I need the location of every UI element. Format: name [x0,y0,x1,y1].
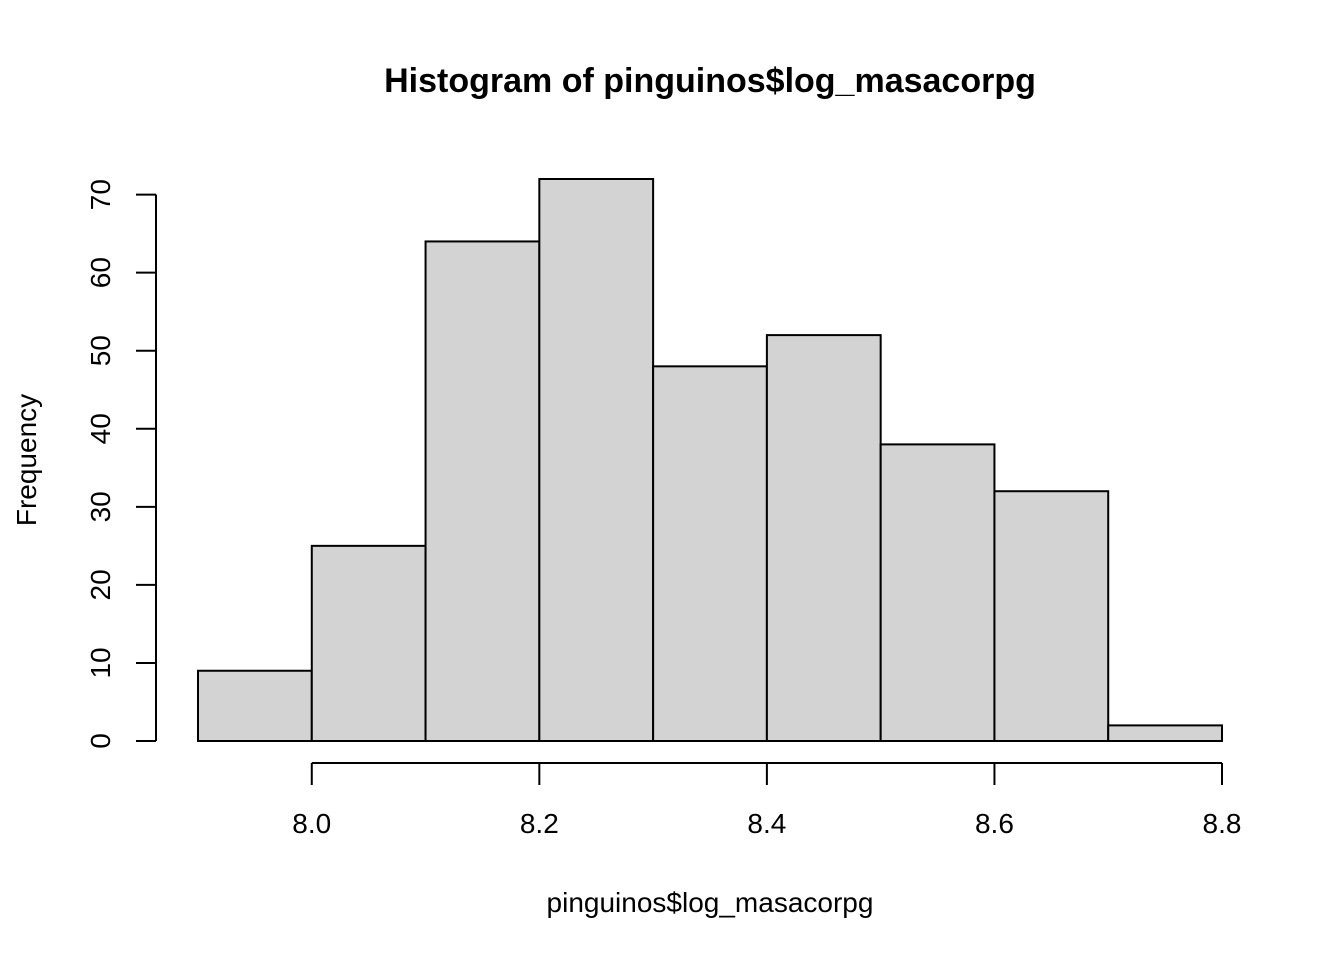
y-tick-label-3: 30 [85,491,116,522]
chart-title: Histogram of pinguinos$log_masacorpg [384,62,1036,100]
y-axis: 0 10 20 30 40 50 60 70 [85,179,157,749]
y-tick-label-0: 0 [85,733,116,749]
x-tick-label-0: 8.0 [292,808,331,839]
histogram-bar-3 [538,178,655,742]
histogram-bar-6 [879,443,996,742]
y-tick-label-4: 40 [85,413,116,444]
y-tick-label-1: 10 [85,647,116,678]
x-axis: 8.0 8.2 8.4 8.6 8.8 [292,762,1242,839]
histogram-bar-2 [424,240,541,742]
y-tick-label-7: 70 [85,179,116,210]
histogram-bar-0 [197,669,313,742]
y-tick-label-2: 20 [85,569,116,600]
histogram-bar-5 [765,334,882,742]
histogram-bar-7 [993,490,1110,742]
histogram-bar-4 [652,365,768,742]
x-tick-label-3: 8.6 [975,808,1014,839]
y-axis-label: Frequency [11,394,42,526]
x-axis-label: pinguinos$log_masacorpg [547,887,874,918]
y-tick-label-6: 60 [85,257,116,288]
x-tick-label-2: 8.4 [747,808,786,839]
x-tick-label-4: 8.8 [1203,808,1242,839]
x-tick-label-1: 8.2 [520,808,559,839]
histogram-bar-1 [310,544,427,742]
y-tick-label-5: 50 [85,335,116,366]
bars-group [197,178,1223,743]
histogram-bar-8 [1107,724,1223,743]
